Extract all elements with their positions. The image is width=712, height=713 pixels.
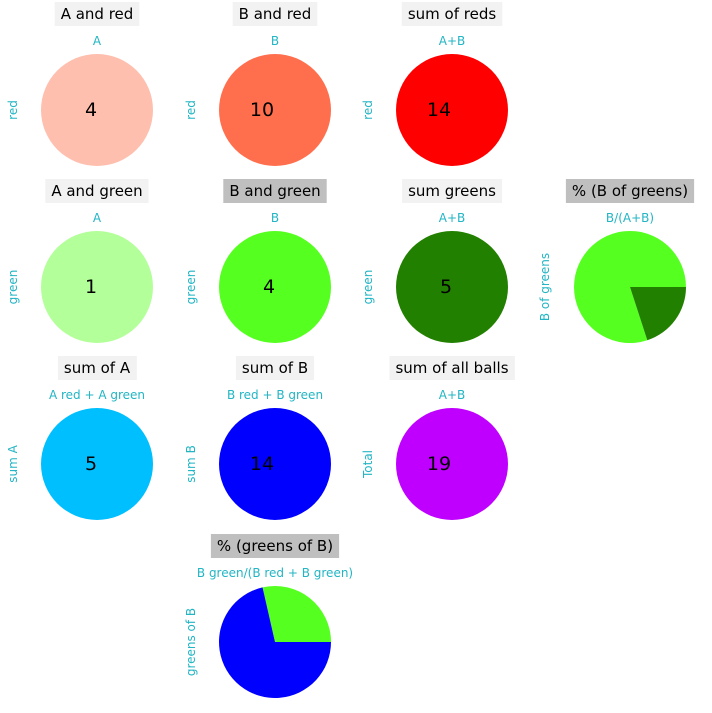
chart-ylabel: red xyxy=(361,100,375,120)
chart-xlabel: A xyxy=(93,34,102,48)
chart-sum-of-reds: sum of reds A+B red 14 xyxy=(361,2,508,166)
chart-title: % (B of greens) xyxy=(572,182,688,200)
pie-slice xyxy=(396,54,508,166)
chart-title-box xyxy=(389,356,515,380)
chart-title: sum of all balls xyxy=(395,359,508,377)
chart-sum-greens: sum greens A+B green 5 xyxy=(361,179,508,343)
chart-title: sum greens xyxy=(408,182,496,200)
pie-slice xyxy=(219,408,331,520)
chart-title: sum of A xyxy=(64,359,131,377)
chart-ylabel: sum B xyxy=(184,445,198,483)
chart-ylabel: red xyxy=(6,100,20,120)
pie-slice xyxy=(630,287,686,341)
chart-ylabel: red xyxy=(184,100,198,120)
chart-sum-of-a: sum of A A red + A green sum A 5 xyxy=(6,356,153,520)
pie-value-label: 19 xyxy=(427,453,451,475)
chart-xlabel: B/(A+B) xyxy=(606,211,654,225)
chart-title-box xyxy=(402,179,503,203)
chart-xlabel: A xyxy=(93,211,102,225)
pie-value-label: 5 xyxy=(440,276,452,298)
chart-title: % (greens of B) xyxy=(217,537,333,555)
pie-slice xyxy=(219,231,331,343)
chart-xlabel: B red + B green xyxy=(227,388,323,402)
chart-xlabel: B green/(B red + B green) xyxy=(197,566,353,580)
chart-greens-of-b: % (greens of B) B green/(B red + B green)… xyxy=(184,534,353,698)
pie-slice xyxy=(219,54,331,166)
chart-title: sum of reds xyxy=(408,5,497,23)
pie-slice xyxy=(41,231,153,343)
chart-title-box xyxy=(54,2,140,26)
pie-slice xyxy=(396,231,508,343)
chart-title: A and green xyxy=(51,182,142,200)
chart-title-box xyxy=(210,534,340,558)
pie-slice xyxy=(219,587,331,698)
chart-title-box xyxy=(232,2,318,26)
chart-ylabel: greens of B xyxy=(184,608,198,676)
chart-sum-of-all-balls: sum of all balls A+B Total 19 xyxy=(361,356,515,520)
pie-slice xyxy=(41,54,153,166)
chart-xlabel: A+B xyxy=(439,388,466,402)
pie-value-label: 1 xyxy=(85,276,97,298)
pie-value-label: 5 xyxy=(85,453,97,475)
pie-value-label: 4 xyxy=(263,276,275,298)
pie-value-label: 4 xyxy=(85,99,97,121)
pie-value-label: 14 xyxy=(427,99,451,121)
chart-xlabel: B xyxy=(271,34,279,48)
pie-slice xyxy=(574,230,686,343)
chart-title-box xyxy=(565,179,695,203)
pie-slice xyxy=(41,408,153,520)
pie-value-label: 14 xyxy=(250,453,274,475)
chart-title: B and red xyxy=(239,5,312,23)
chart-title-box xyxy=(235,356,315,380)
chart-title: A and red xyxy=(61,5,134,23)
chart-title-box xyxy=(223,179,327,203)
chart-xlabel: A red + A green xyxy=(49,388,145,402)
chart-b-of-greens: % (B of greens) B/(A+B) B of greens xyxy=(538,179,695,343)
chart-ylabel: sum A xyxy=(6,444,20,482)
chart-xlabel: B xyxy=(271,211,279,225)
chart-sum-of-b: sum of B B red + B green sum B 14 xyxy=(184,356,331,520)
chart-ylabel: B of greens xyxy=(538,253,552,321)
pie-slice xyxy=(396,408,508,520)
pie-slice xyxy=(262,585,331,642)
chart-ylabel: green xyxy=(6,270,20,305)
chart-ylabel: green xyxy=(361,270,375,305)
chart-title-box xyxy=(401,2,503,26)
chart-title-box xyxy=(57,356,137,380)
chart-title-box xyxy=(45,179,149,203)
chart-xlabel: A+B xyxy=(439,211,466,225)
chart-ylabel: Total xyxy=(361,450,375,479)
chart-title: sum of B xyxy=(242,359,308,377)
chart-xlabel: A+B xyxy=(439,34,466,48)
chart-ylabel: green xyxy=(184,270,198,305)
pie-value-label: 10 xyxy=(250,99,274,121)
chart-title: B and green xyxy=(229,182,320,200)
